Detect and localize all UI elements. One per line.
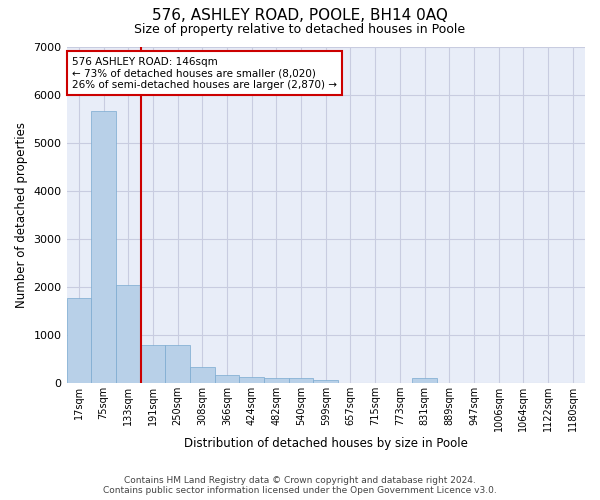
Bar: [264, 378, 289, 383]
Bar: [313, 380, 338, 383]
Text: Contains HM Land Registry data © Crown copyright and database right 2024.
Contai: Contains HM Land Registry data © Crown c…: [103, 476, 497, 495]
Bar: [215, 375, 239, 383]
Bar: [140, 344, 165, 383]
Text: Size of property relative to detached houses in Poole: Size of property relative to detached ho…: [134, 22, 466, 36]
Bar: [91, 112, 116, 383]
Bar: [67, 298, 91, 383]
Bar: [289, 378, 313, 383]
X-axis label: Distribution of detached houses by size in Poole: Distribution of detached houses by size …: [184, 437, 468, 450]
Text: 576, ASHLEY ROAD, POOLE, BH14 0AQ: 576, ASHLEY ROAD, POOLE, BH14 0AQ: [152, 8, 448, 22]
Bar: [165, 345, 190, 383]
Bar: [190, 367, 215, 383]
Bar: [412, 378, 437, 383]
Bar: [116, 285, 140, 383]
Text: 576 ASHLEY ROAD: 146sqm
← 73% of detached houses are smaller (8,020)
26% of semi: 576 ASHLEY ROAD: 146sqm ← 73% of detache…: [72, 56, 337, 90]
Y-axis label: Number of detached properties: Number of detached properties: [15, 122, 28, 308]
Bar: [239, 377, 264, 383]
